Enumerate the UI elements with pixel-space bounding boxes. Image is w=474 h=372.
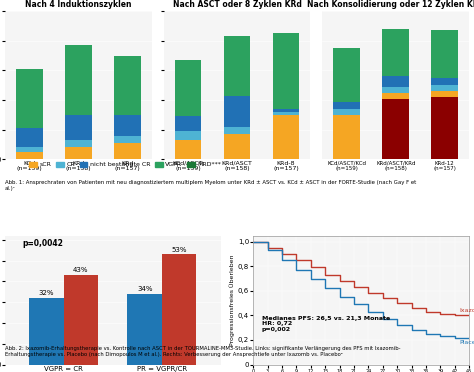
Bar xyxy=(65,45,91,115)
Title: Nach ASCT oder 8 Zyklen KRd: Nach ASCT oder 8 Zyklen KRd xyxy=(173,0,301,9)
Bar xyxy=(273,33,300,109)
Bar xyxy=(431,97,458,159)
Bar xyxy=(114,115,141,136)
Y-axis label: Progressionsfreies Überleben: Progressionsfreies Überleben xyxy=(229,254,235,346)
Bar xyxy=(224,127,250,134)
Bar xyxy=(383,93,409,99)
Text: 53%: 53% xyxy=(171,247,187,253)
Bar xyxy=(383,87,409,93)
Bar xyxy=(128,294,162,365)
Title: Nach 4 Induktionszyklen: Nach 4 Induktionszyklen xyxy=(25,0,131,9)
Bar xyxy=(383,29,409,76)
Bar xyxy=(114,136,141,143)
Text: 43%: 43% xyxy=(73,267,89,273)
Bar xyxy=(16,128,43,147)
Bar xyxy=(431,85,458,91)
Bar xyxy=(65,147,91,159)
Bar xyxy=(174,140,201,159)
Bar xyxy=(114,55,141,115)
Bar xyxy=(162,254,196,365)
Bar xyxy=(333,115,360,159)
Bar xyxy=(65,115,91,140)
Bar xyxy=(431,78,458,85)
Text: Abb. 2: Ixazomib-Erhaltungstherapie vs. Kontrolle nach ASCT in der TOURMALINE-MM: Abb. 2: Ixazomib-Erhaltungstherapie vs. … xyxy=(5,346,400,357)
Bar xyxy=(383,99,409,159)
Bar xyxy=(114,143,141,159)
Bar xyxy=(431,91,458,97)
Bar xyxy=(16,147,43,152)
Text: Ixazomib: Ixazomib xyxy=(460,308,474,313)
Bar xyxy=(333,109,360,115)
Bar xyxy=(16,152,43,159)
Bar xyxy=(174,131,201,140)
Bar xyxy=(273,115,300,159)
Bar xyxy=(174,60,201,116)
Bar xyxy=(431,31,458,78)
Bar xyxy=(224,134,250,159)
Text: 32%: 32% xyxy=(39,290,54,296)
Bar xyxy=(174,116,201,131)
Bar xyxy=(65,140,91,147)
Text: Medianes PFS: 26,5 vs. 21,3 Monate
HR: 0,72
p=0,002: Medianes PFS: 26,5 vs. 21,3 Monate HR: 0… xyxy=(262,315,390,332)
Text: p=0,0042: p=0,0042 xyxy=(22,240,63,248)
Bar xyxy=(64,275,98,365)
Bar xyxy=(333,102,360,109)
Title: Nach Konsolidierung oder 12 Zyklen KRd: Nach Konsolidierung oder 12 Zyklen KRd xyxy=(307,0,474,9)
Text: Abb. 1: Ansprechraten von Patienten mit neu diagnostiziertem multiplem Myelom un: Abb. 1: Ansprechraten von Patienten mit … xyxy=(5,180,416,191)
Bar xyxy=(273,109,300,112)
Bar xyxy=(29,298,64,365)
Bar xyxy=(383,76,409,87)
Bar xyxy=(224,96,250,127)
Bar xyxy=(273,112,300,115)
Bar xyxy=(16,69,43,128)
Text: Placebo: Placebo xyxy=(460,340,474,345)
Bar xyxy=(224,36,250,96)
Bar xyxy=(333,48,360,102)
Legend: sCR, CR, nicht bestätigte CR, VGPR, MRD***: sCR, CR, nicht bestätigte CR, VGPR, MRD*… xyxy=(27,159,224,170)
Text: 34%: 34% xyxy=(137,286,153,292)
